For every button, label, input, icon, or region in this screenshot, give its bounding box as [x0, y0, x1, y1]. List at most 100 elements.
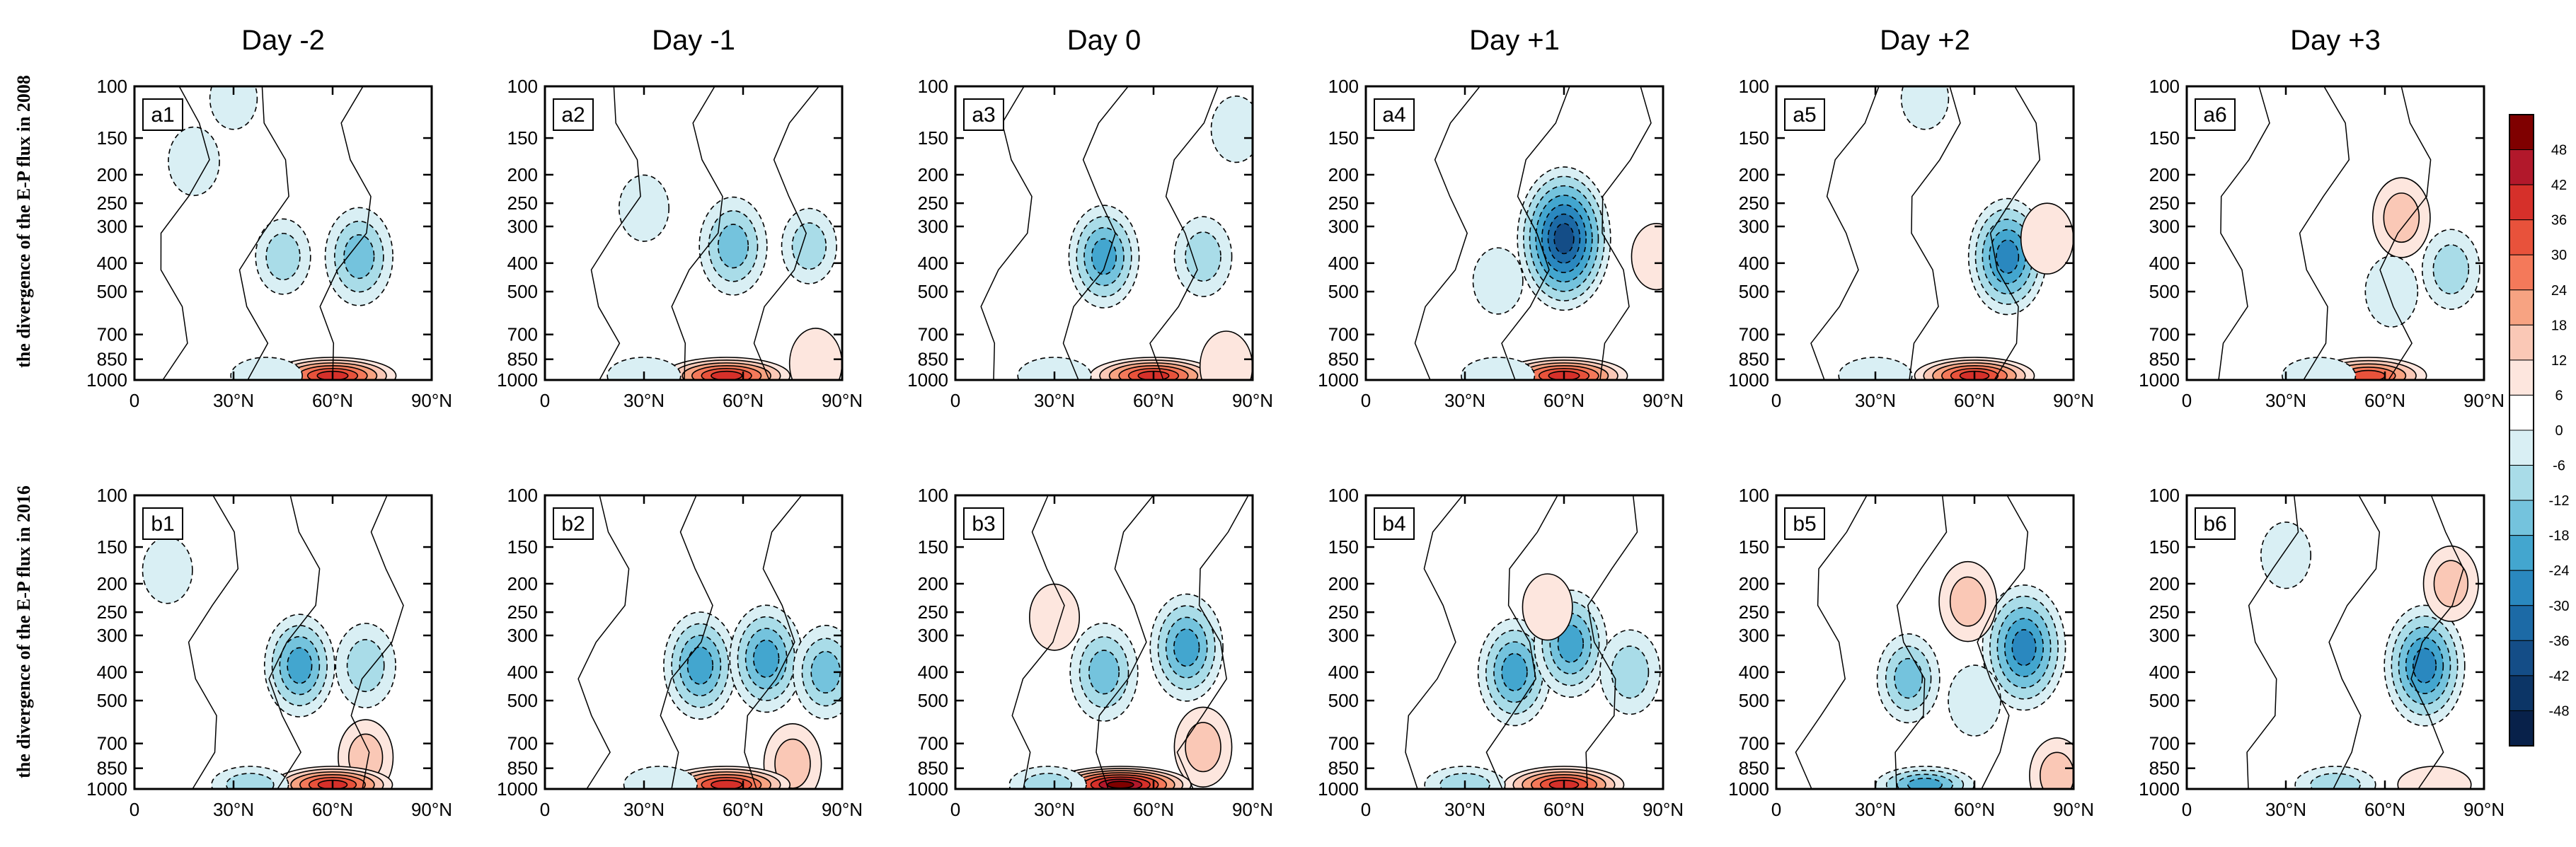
x-axis: 0 30°N 60°N 90°N [1771, 86, 2094, 411]
zero-contour-line [1414, 86, 1480, 380]
zero-contours [1810, 86, 2041, 380]
contour-feature-negative [2282, 357, 2357, 380]
colorbar-label: -6 [2553, 459, 2565, 474]
contour-ring [2011, 629, 2037, 667]
y-tick-label: 1000 [86, 778, 127, 800]
zero-contour-line [160, 86, 210, 380]
y-tick-label: 400 [507, 253, 538, 274]
y-tick-label: 250 [97, 192, 127, 214]
colorbar-label: 18 [2551, 318, 2567, 333]
y-tick-label: 1000 [907, 369, 948, 391]
panel-label-box [553, 98, 594, 131]
contour-ring [618, 174, 669, 242]
y-tick-label: 200 [97, 164, 127, 185]
contour-ring [1501, 652, 1528, 691]
contour-field [1776, 86, 2074, 380]
contour-field [2187, 86, 2484, 380]
zero-contour-line [577, 495, 630, 789]
y-tick-label: 500 [1739, 690, 1769, 711]
contour-feature-negative [2421, 229, 2480, 310]
contour-feature-negative [1876, 633, 1940, 724]
contour-feature-negative [606, 357, 682, 380]
zero-contours [2218, 86, 2432, 380]
y-tick-label: 200 [1328, 573, 1359, 594]
contour-feature-positive [2029, 737, 2074, 789]
y-tick-label: 1000 [907, 778, 948, 800]
zero-contour-line [350, 495, 404, 789]
y-tick-label: 150 [1328, 127, 1359, 149]
y-tick-label: 250 [1328, 601, 1359, 623]
x-tick-label: 60°N [2364, 390, 2405, 411]
contour-ring [346, 639, 385, 693]
contour-feature-negative [698, 196, 768, 296]
y-tick-label: 200 [97, 573, 127, 594]
contour-feature-positive [2397, 766, 2472, 789]
x-tick-label: 60°N [1543, 799, 1585, 820]
colorbar-segment [2509, 640, 2534, 676]
panel-label-box [963, 98, 1004, 131]
x-axis: 0 30°N 60°N 90°N [1361, 495, 1684, 820]
x-tick-label: 60°N [723, 799, 764, 820]
contour-ring [2383, 192, 2420, 243]
contour-feature-negative [1149, 593, 1224, 702]
y-tick-label: 300 [1328, 625, 1359, 646]
zero-contour-line [980, 86, 1033, 380]
contour-ring [1611, 645, 1650, 699]
panel-label: a6 [2203, 103, 2226, 127]
panel-title: Day +2 [1880, 25, 1970, 56]
contour-ring [711, 370, 743, 380]
zero-contours [1011, 495, 1249, 789]
contour-ring [2260, 522, 2312, 589]
contour-field [1366, 86, 1663, 380]
zero-contours [980, 86, 1219, 380]
zero-contour-line [2218, 86, 2270, 380]
contour-ring [1017, 357, 1092, 380]
contour-feature-negative [324, 207, 393, 306]
contour-ring [1088, 650, 1120, 695]
contour-feature-positive [1173, 706, 1233, 788]
x-tick-label: 30°N [2265, 799, 2306, 820]
contour-feature-negative [1210, 96, 1253, 163]
x-axis: 0 30°N 60°N 90°N [540, 495, 863, 820]
y-tick-label: 500 [1739, 281, 1769, 302]
contour-feature-negative [623, 766, 698, 789]
colorbar-label: -48 [2549, 703, 2570, 719]
y-tick-label: 300 [1739, 625, 1769, 646]
contour-ring [686, 646, 714, 685]
zero-contour-line [590, 86, 641, 380]
colorbar-label: -24 [2549, 563, 2570, 579]
y-tick-label: 500 [2149, 281, 2180, 302]
contour-ring [1522, 573, 1573, 641]
panel-title: Day -1 [652, 25, 735, 56]
y-tick-label: 700 [2149, 324, 2180, 345]
colorbar-segment [2509, 254, 2534, 291]
contour-feature-negative [263, 613, 335, 718]
panel-label: a3 [972, 103, 995, 127]
y-tick-label: 500 [918, 281, 948, 302]
contour-feature-negative [1461, 357, 1536, 380]
y-tick-label: 700 [507, 324, 538, 345]
y-tick-label: 700 [1739, 324, 1769, 345]
x-tick-label: 90°N [2053, 390, 2094, 411]
contour-feature-negative [1517, 166, 1611, 311]
contour-ring [711, 779, 743, 789]
contour-feature-negative [1875, 766, 1975, 789]
zero-contours [160, 86, 372, 380]
zero-contour-line [2328, 495, 2381, 789]
y-tick-label: 400 [1328, 662, 1359, 683]
colorbar-segment [2509, 500, 2534, 536]
y-tick-label: 400 [918, 662, 948, 683]
y-tick-label: 700 [918, 324, 948, 345]
zero-contour-line [744, 495, 803, 789]
panel-label-box [553, 507, 594, 540]
x-tick-label: 90°N [1232, 390, 1273, 411]
y-tick-label: 300 [97, 216, 127, 237]
